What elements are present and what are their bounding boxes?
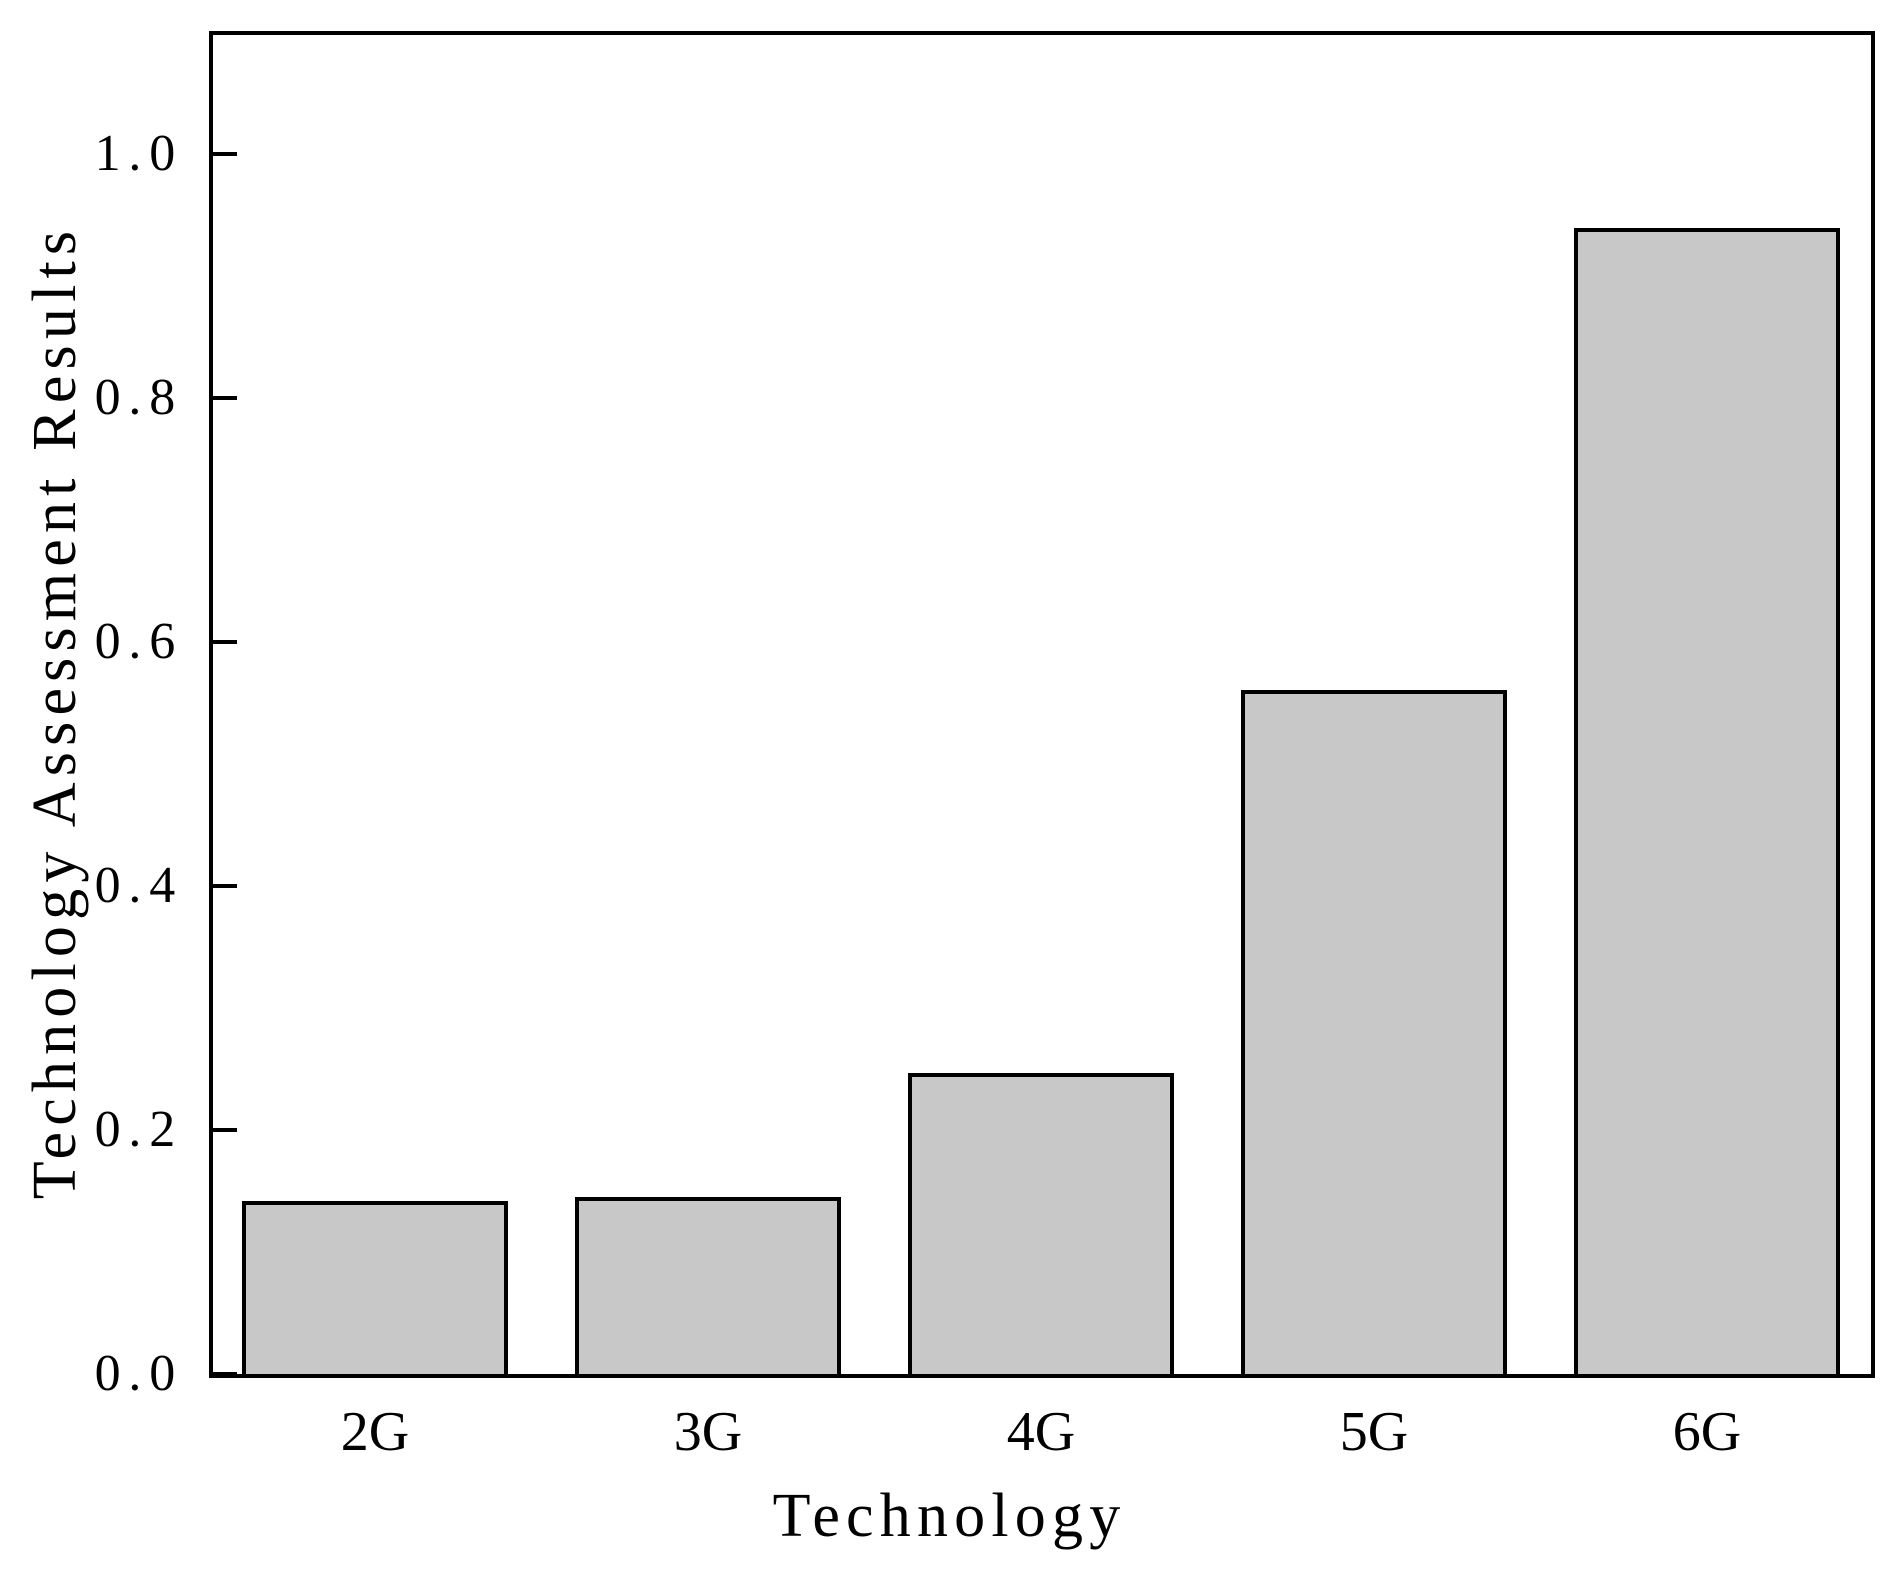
y-tick-label: 0.6 xyxy=(94,613,183,670)
y-tick-label: 0.8 xyxy=(94,369,183,426)
y-tick-mark xyxy=(213,152,237,156)
y-tick-mark xyxy=(213,1128,237,1132)
y-tick-mark xyxy=(213,396,237,400)
bar-2g xyxy=(242,1201,508,1374)
bar-3g xyxy=(575,1197,841,1374)
x-tick-label-2g: 2G xyxy=(340,1401,410,1463)
x-tick-label-5g: 5G xyxy=(1339,1401,1409,1463)
y-tick-mark xyxy=(213,1372,237,1376)
bar-6g xyxy=(1574,228,1840,1374)
bar-4g xyxy=(908,1073,1174,1374)
y-tick-label: 0.4 xyxy=(94,857,183,914)
y-tick-mark xyxy=(213,640,237,644)
x-tick-label-6g: 6G xyxy=(1672,1401,1742,1463)
x-axis-title: Technology xyxy=(772,1482,1127,1550)
y-tick-label: 1.0 xyxy=(94,125,183,182)
x-tick-label-4g: 4G xyxy=(1006,1401,1076,1463)
y-tick-label: 0.2 xyxy=(94,1101,183,1158)
y-tick-label: 0.0 xyxy=(94,1345,183,1402)
bar-5g xyxy=(1241,690,1507,1374)
y-tick-mark xyxy=(213,884,237,888)
x-tick-label-3g: 3G xyxy=(673,1401,743,1463)
plot-area xyxy=(209,31,1875,1378)
